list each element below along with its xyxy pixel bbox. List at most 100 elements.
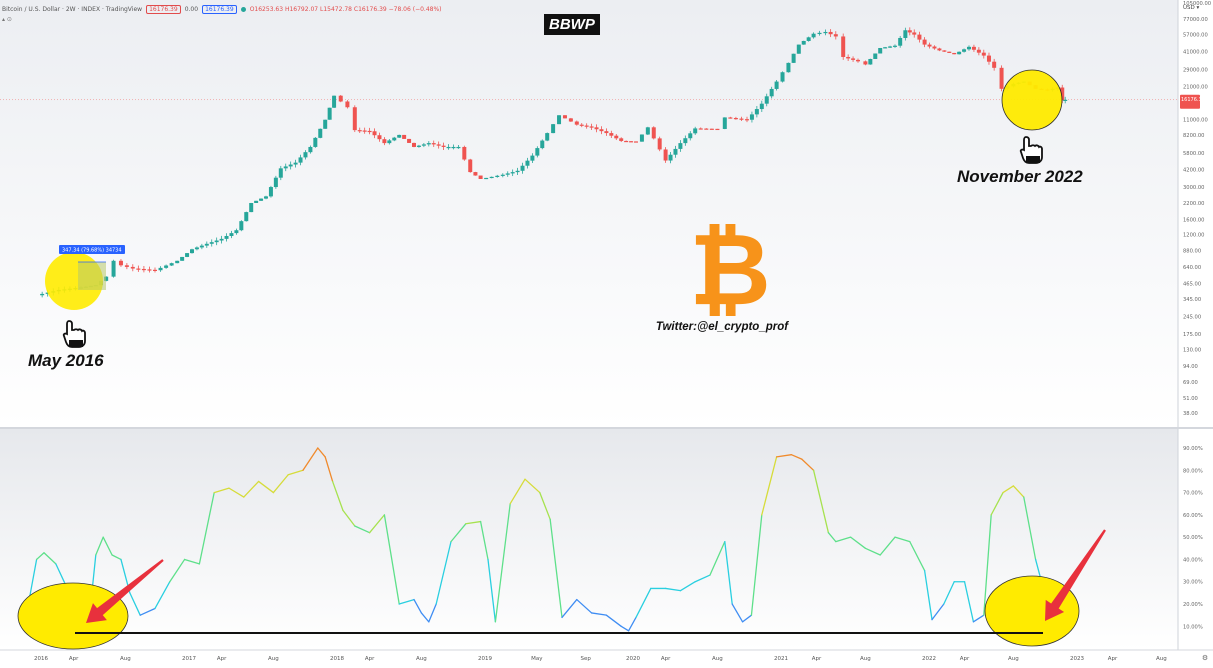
candle-up: [209, 242, 214, 244]
candle-down: [345, 101, 350, 108]
bbwp-line-segment: [243, 480, 260, 498]
x-axis-tick-label: 2019: [478, 656, 492, 662]
highlight-circle-bbwp-2016: [17, 582, 129, 650]
price-axis-tick-label: 130.00: [1183, 347, 1201, 353]
candle-up: [500, 174, 505, 176]
candle-up: [298, 157, 303, 163]
x-axis-tick-label: Sep: [580, 656, 591, 662]
candle-up: [327, 107, 332, 120]
candle-up: [293, 162, 298, 165]
price-axis-tick-label: 11000.00: [1183, 118, 1208, 124]
candle-up: [510, 172, 515, 174]
sell-price-pill[interactable]: 16176.39: [146, 4, 181, 14]
bbwp-line-segment: [576, 598, 593, 614]
bbwp-line-segment: [790, 454, 803, 460]
price-axis-tick-label: 77000.00: [1183, 17, 1208, 23]
x-axis-tick-label: Aug: [1156, 656, 1167, 662]
label-november-2022: November 2022: [957, 167, 1083, 186]
bbwp-line-segment: [931, 603, 945, 621]
price-axis-tick-label: 880.00: [1183, 248, 1201, 254]
bbwp-line-segment: [154, 581, 171, 610]
bbwp-axis-tick-label: 60.00%: [1183, 513, 1203, 519]
candle-up: [111, 260, 116, 277]
x-axis-tick-label: Aug: [712, 656, 723, 662]
candle-down: [715, 128, 720, 131]
bbwp-line-segment: [943, 581, 955, 605]
candle-down: [402, 134, 407, 139]
candle-up: [185, 253, 190, 257]
candle-down: [912, 32, 917, 35]
candle-down: [739, 118, 744, 120]
bbwp-line-segment: [331, 480, 344, 512]
candle-up: [764, 96, 769, 104]
bbwp-line-segment: [111, 554, 122, 561]
price-axis-tick-label: 21000.00: [1183, 84, 1208, 90]
x-axis-tick-label: Aug: [416, 656, 427, 662]
candle-up: [535, 148, 540, 156]
candle-up: [273, 177, 278, 188]
candle-down: [976, 49, 981, 53]
x-axis-tick-label: 2021: [774, 656, 788, 662]
bbwp-line-segment: [139, 607, 156, 616]
candle-down: [629, 141, 634, 143]
hand-cuff: [69, 340, 83, 347]
price-axis-tick-label: 4200.00: [1183, 168, 1204, 174]
candle-up: [318, 128, 323, 138]
collapse-chevron-icon[interactable]: ▴ ⊙: [2, 16, 12, 23]
candle-up: [219, 238, 224, 241]
candle-up: [249, 203, 254, 213]
bbwp-line-segment: [741, 614, 753, 623]
candle-up: [224, 235, 229, 239]
candle-down: [604, 131, 609, 134]
label-may-2016: May 2016: [28, 351, 104, 370]
bbwp-line-segment: [129, 592, 141, 616]
buy-price-pill[interactable]: 16176.39: [202, 4, 237, 14]
candle-down: [473, 172, 478, 176]
candle-up: [392, 137, 397, 141]
x-axis-tick-label: Aug: [860, 656, 871, 662]
bbwp-line-segment: [198, 491, 215, 565]
candle-down: [851, 58, 856, 60]
candle-down: [377, 135, 382, 140]
bbwp-line-segment: [383, 514, 400, 605]
candle-up: [873, 53, 878, 59]
pointer-hand-icon: [1019, 136, 1043, 164]
candle-up: [451, 146, 456, 149]
measure-label-bg: [59, 245, 125, 254]
candle-down: [147, 269, 152, 271]
bbwp-line-segment: [479, 520, 489, 561]
bbwp-axis-tick-label: 10.00%: [1183, 624, 1203, 630]
x-axis-tick-label: May: [531, 656, 543, 662]
candle-down: [431, 143, 436, 145]
x-axis-tick-label: Apr: [365, 656, 375, 662]
bbwp-line-segment: [864, 547, 881, 556]
candle-down: [846, 56, 851, 59]
bbwp-line-segment: [827, 532, 837, 543]
candle-up: [888, 46, 893, 48]
bbwp-line-segment: [509, 478, 526, 505]
candle-up: [194, 247, 199, 250]
candle-up: [264, 196, 268, 199]
chart-title: BBWP: [544, 14, 600, 35]
bbwp-line-segment: [627, 616, 637, 632]
candle-up: [525, 160, 530, 166]
price-axis-tick-label: 2200.00: [1183, 201, 1204, 207]
candle-down: [932, 46, 937, 49]
x-axis-tick-label: 2016: [34, 656, 48, 662]
candle-down: [634, 141, 638, 143]
candle-up: [169, 263, 174, 266]
candle-down: [709, 128, 714, 130]
bbwp-line-segment: [55, 563, 67, 587]
candle-down: [971, 46, 976, 50]
bbwp-axis-tick-label: 80.00%: [1183, 468, 1203, 474]
x-axis-tick-label: 2023: [1070, 656, 1084, 662]
symbol-label[interactable]: Bitcoin / U.S. Dollar · 2W · INDEX · Tra…: [2, 5, 143, 13]
currency-label: USD ▾: [1183, 5, 1200, 11]
candle-down: [362, 130, 367, 132]
price-axis-tick-label: 8200.00: [1183, 133, 1204, 139]
bbwp-line-segment: [1002, 485, 1015, 494]
indicator-pane-bg: [0, 428, 1178, 650]
candle-up: [878, 48, 883, 54]
highlight-circle-nov-2022: [1001, 69, 1063, 131]
candle-down: [584, 125, 589, 127]
